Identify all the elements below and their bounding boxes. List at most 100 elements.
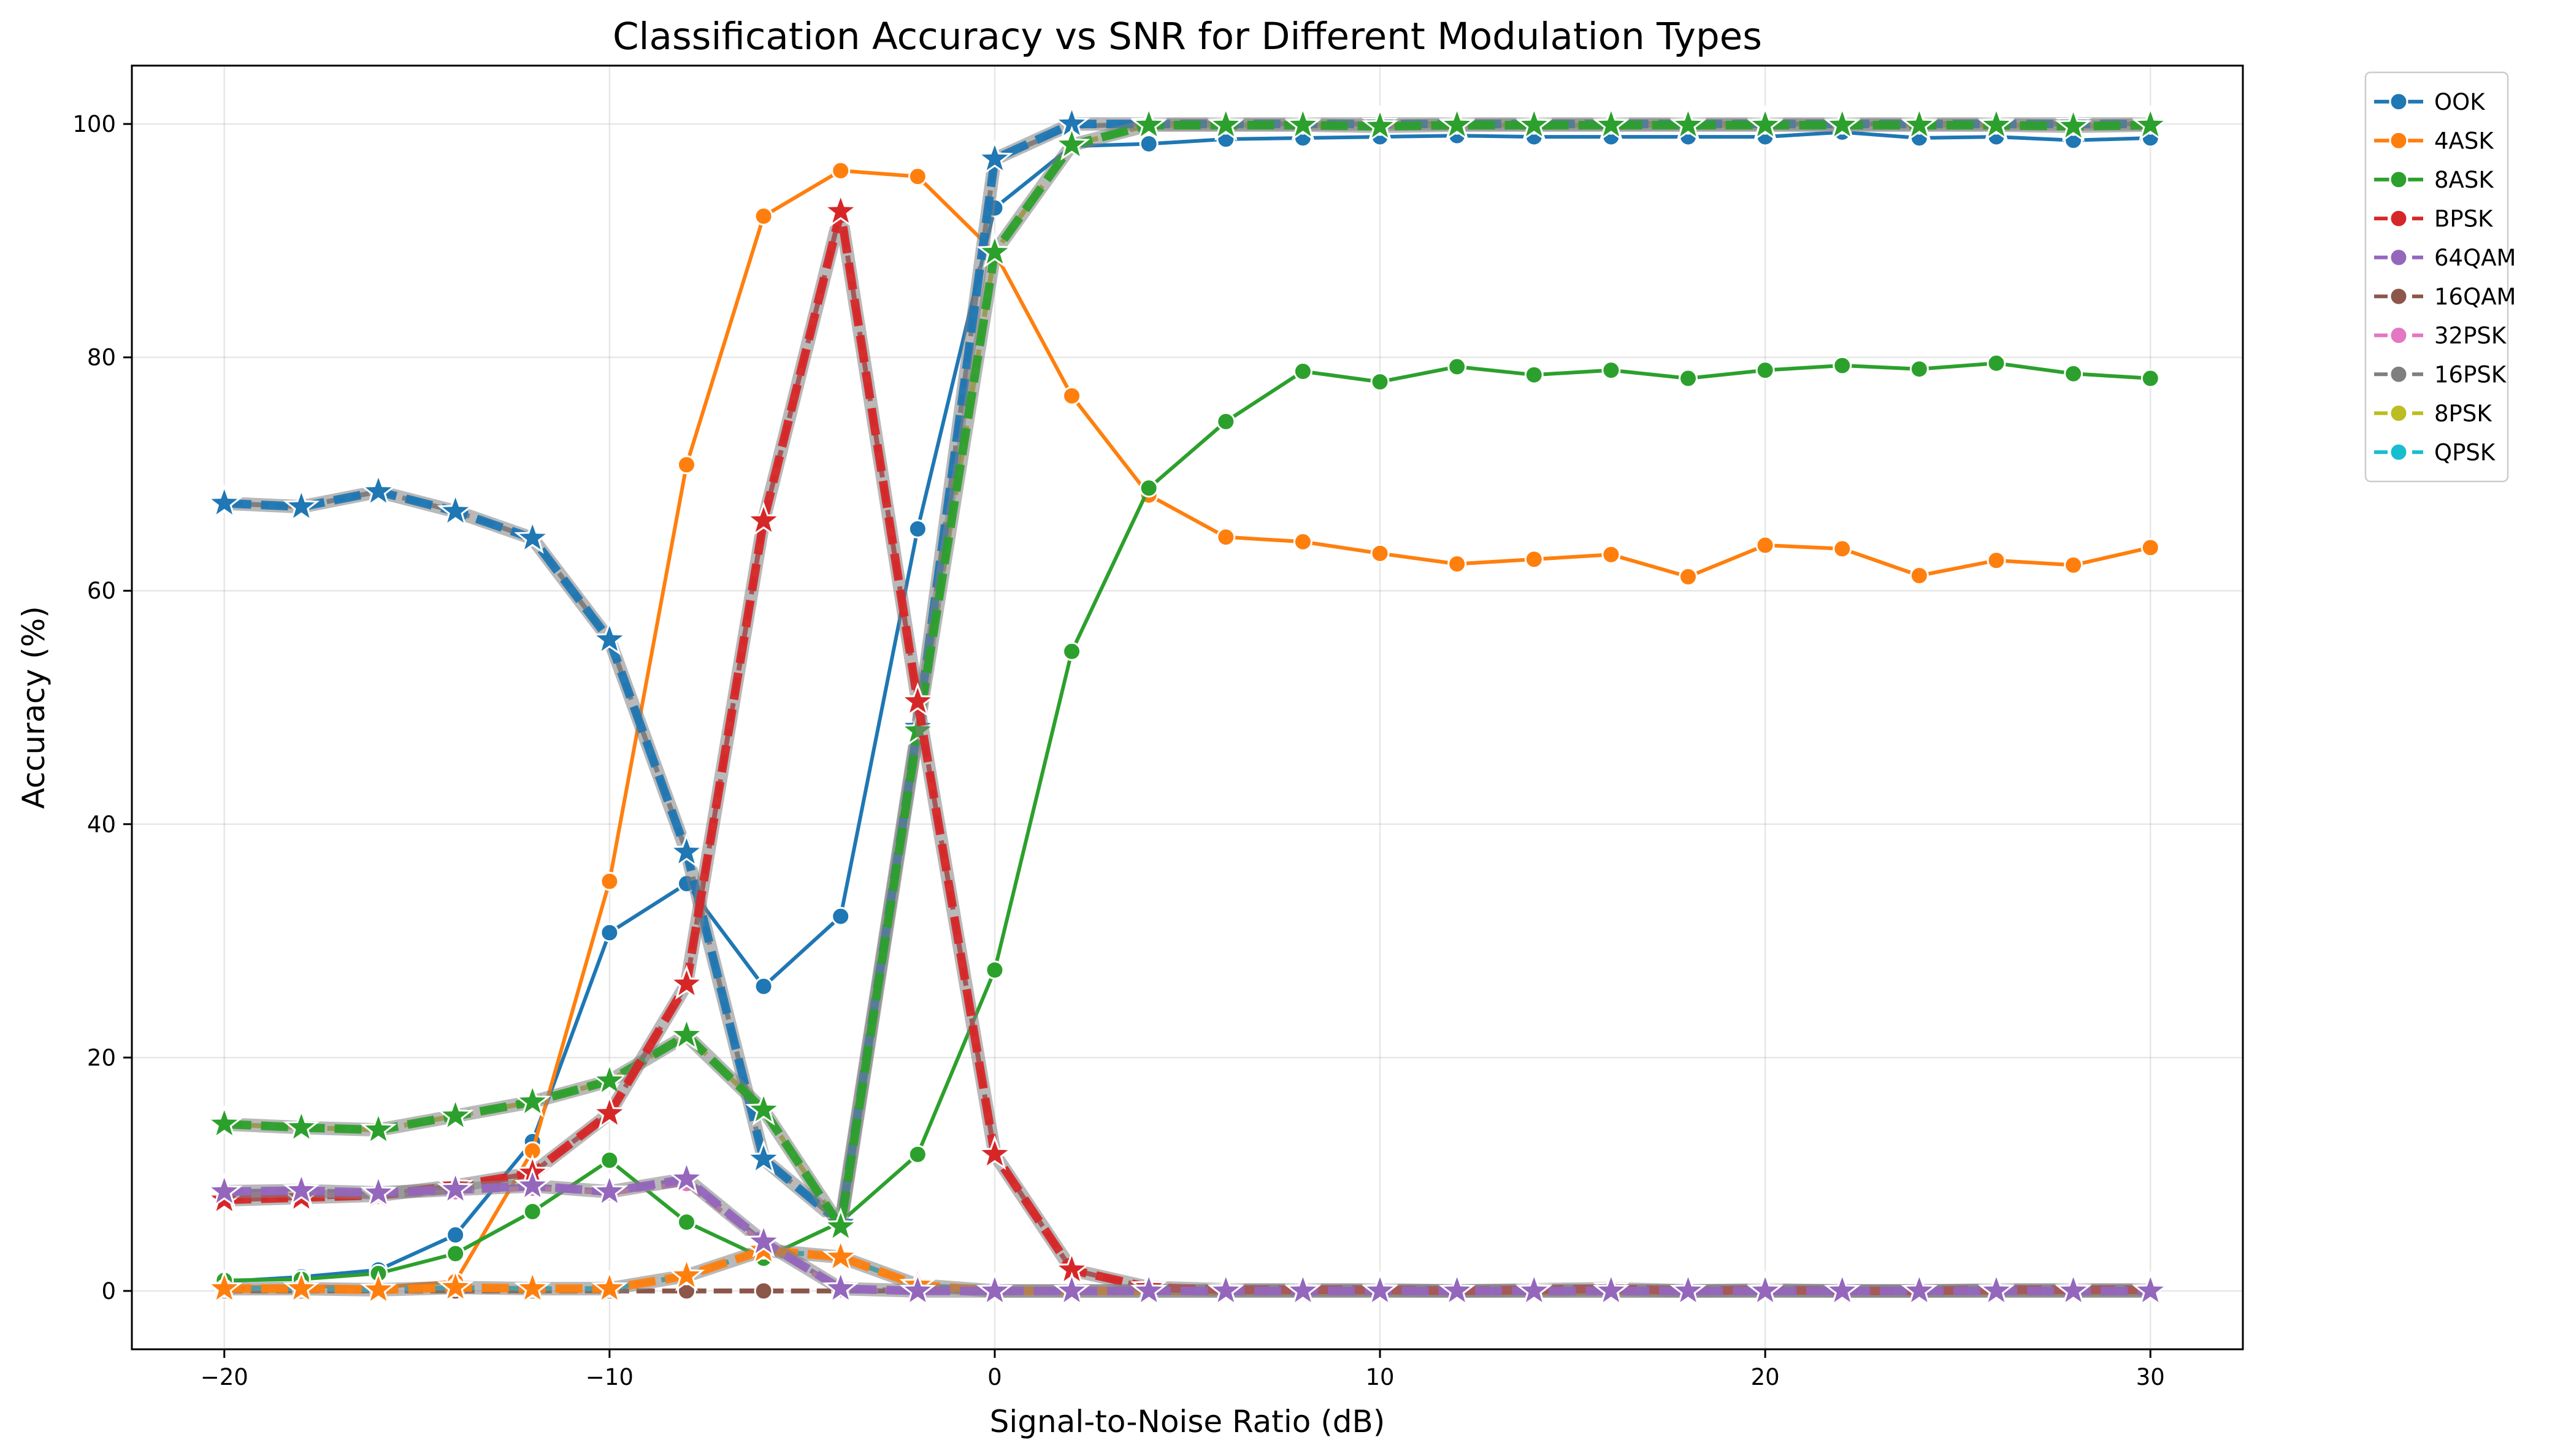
legend-item-ook: OOK (2374, 89, 2486, 115)
overlay-star-point (745, 1090, 783, 1126)
legend-item-8psk: 8PSK (2374, 400, 2492, 427)
data-point-4ask (831, 161, 851, 180)
data-point-8ask (1833, 356, 1852, 375)
x-tick-label: 0 (987, 1364, 1002, 1390)
overlay-star-point (360, 1173, 397, 1209)
overlay-star-point (745, 1140, 783, 1175)
data-point-4ask (908, 167, 927, 186)
data-point-ook (831, 906, 851, 926)
overlay-star-point (1747, 1271, 1784, 1307)
overlay-star-point (514, 1167, 551, 1202)
legend-item-qpsk: QPSK (2374, 439, 2496, 466)
overlay-star-point (822, 1238, 859, 1273)
data-point-4ask (1833, 539, 1852, 559)
overlay-star-point (976, 139, 1013, 175)
overlay-star-point (437, 492, 474, 527)
overlay-star-point (283, 487, 320, 523)
overlay-star-point (591, 1094, 628, 1130)
legend-swatch-marker (2389, 92, 2408, 112)
overlay-star-point (205, 1172, 243, 1208)
legend-item-4ask: 4ASK (2374, 128, 2494, 154)
legend-label-4ask: 4ASK (2434, 128, 2494, 154)
data-point-4ask (1679, 567, 1698, 586)
data-point-8ask (1909, 359, 1929, 379)
overlay-star-point (1747, 105, 1784, 141)
x-tick-label: 30 (2136, 1364, 2165, 1390)
overlay-star-point (283, 1108, 320, 1143)
series-layer (205, 104, 2169, 1307)
data-point-16qam (754, 1281, 773, 1301)
series-line-8ask (224, 361, 2151, 1282)
overlay-star-point (437, 1170, 474, 1205)
data-point-4ask (1524, 550, 1544, 569)
legend-swatch-marker (2389, 170, 2408, 190)
overlay-star-point (591, 1061, 628, 1097)
data-point-8ask (2064, 364, 2083, 383)
data-point-4ask (754, 206, 773, 226)
legend-label-64qam: 64QAM (2434, 245, 2516, 271)
data-point-ook (908, 519, 927, 538)
overlay-star-point (1592, 105, 1630, 141)
data-point-8ask (600, 1151, 619, 1170)
legend-swatch-marker (2389, 131, 2408, 150)
overlay-star-point (591, 620, 628, 656)
data-point-4ask (1062, 386, 1082, 405)
overlay-star-point (1823, 1271, 1861, 1307)
data-point-4ask (2140, 538, 2160, 557)
data-point-8ask (1293, 362, 1312, 381)
data-point-ook (1139, 134, 1159, 153)
data-point-4ask (600, 872, 619, 891)
data-point-ook (600, 923, 619, 943)
overlay-star-point (205, 1269, 243, 1305)
overlay-star-point (2132, 1271, 2169, 1307)
data-point-4ask (1370, 543, 1390, 563)
data-point-8ask (1986, 353, 2006, 373)
y-tick-label: 20 (87, 1044, 116, 1071)
legend-swatch-marker (2389, 404, 2408, 423)
data-point-8ask (1139, 478, 1159, 498)
overlay-star-point (2055, 107, 2092, 142)
overlay-star-point (360, 1270, 397, 1306)
legend-item-64qam: 64QAM (2374, 245, 2516, 271)
y-tick-label: 60 (87, 578, 116, 604)
overlay-star-point (745, 501, 783, 537)
overlay-star-point (976, 1135, 1013, 1170)
legend-label-qpsk: QPSK (2434, 439, 2496, 466)
legend-label-ook: OOK (2434, 89, 2486, 115)
series-line-4ask (224, 169, 2151, 1290)
data-point-4ask (676, 455, 696, 475)
overlay-star-point (822, 192, 859, 228)
data-point-8ask (446, 1244, 465, 1263)
legend-item-16qam: 16QAM (2374, 283, 2516, 310)
overlay-star-point (1284, 1271, 1322, 1307)
overlay-star-point (899, 1271, 937, 1307)
overlay-star-point (1823, 105, 1861, 141)
legend-label-32psk: 32PSK (2434, 323, 2507, 349)
data-point-4ask (1755, 535, 1775, 555)
overlay-star-point (822, 1207, 859, 1243)
overlay-star-point (1978, 1271, 2015, 1307)
data-point-8ask (2140, 369, 2160, 388)
legend-swatch-marker (2389, 248, 2408, 267)
overlay-star-point (2055, 1271, 2092, 1307)
overlay-star-point (1284, 105, 1322, 141)
legend-item-bpsk: BPSK (2374, 205, 2494, 232)
overlay-star-point (1669, 105, 1707, 141)
overlay-star-point (1053, 1271, 1090, 1307)
data-point-4ask (1447, 554, 1467, 573)
overlay-star-point (1207, 105, 1244, 141)
overlay-star-point (360, 472, 397, 507)
data-point-4ask (2064, 555, 2083, 575)
overlay-star-point (1130, 105, 1168, 141)
data-point-8ask (1370, 372, 1390, 392)
overlay-line (224, 1174, 2151, 1295)
overlay-star-point (1438, 1271, 1476, 1307)
legend-swatch-marker (2389, 209, 2408, 228)
overlay-star-point (1515, 1271, 1553, 1307)
overlay-star-point (1901, 1271, 1938, 1307)
data-point-4ask (1601, 545, 1621, 564)
data-point-8ask (1755, 361, 1775, 380)
overlay-star-point (1669, 1271, 1707, 1307)
y-tick-label: 0 (101, 1278, 116, 1305)
